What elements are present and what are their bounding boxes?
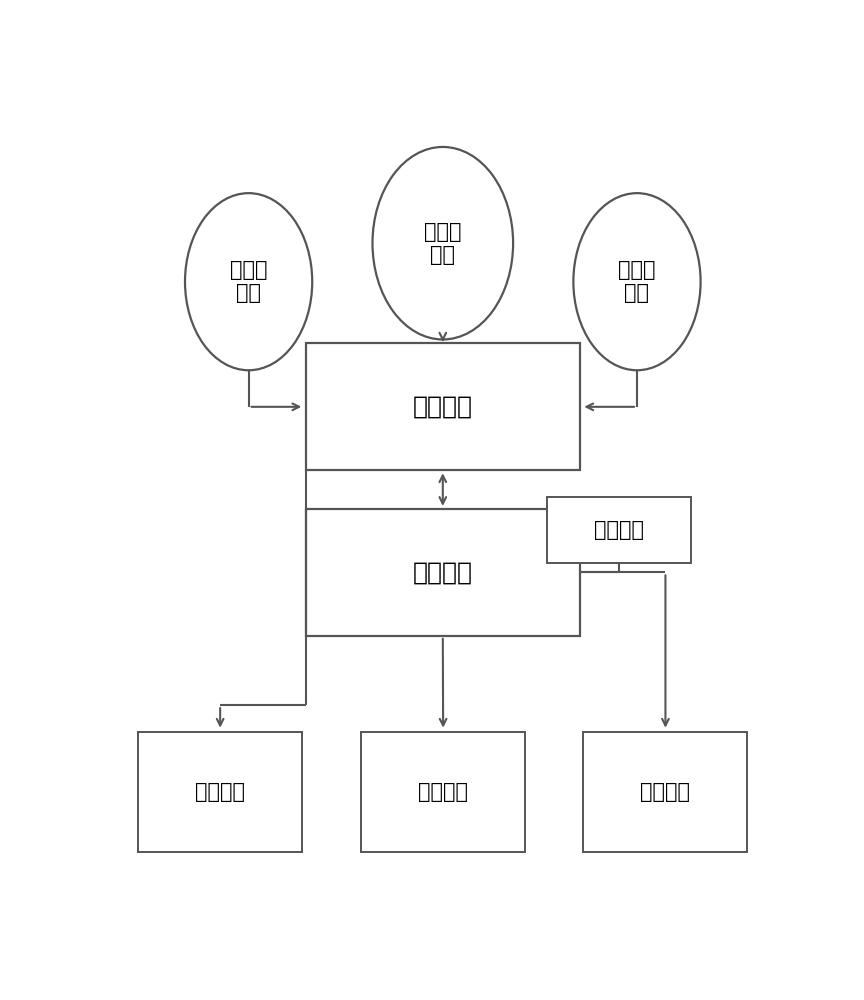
- FancyArrowPatch shape: [217, 708, 224, 726]
- Text: 传感器
节点: 传感器 节点: [230, 260, 267, 303]
- Ellipse shape: [574, 193, 701, 370]
- FancyBboxPatch shape: [138, 732, 302, 852]
- Text: 存储中心: 存储中心: [195, 782, 245, 802]
- Text: 服务平台: 服务平台: [594, 520, 644, 540]
- Text: 存储中心: 存储中心: [640, 782, 690, 802]
- Text: 汇聚节点: 汇聚节点: [413, 395, 473, 419]
- FancyBboxPatch shape: [361, 732, 525, 852]
- FancyArrowPatch shape: [251, 403, 299, 410]
- FancyArrowPatch shape: [587, 403, 634, 410]
- FancyBboxPatch shape: [583, 732, 747, 852]
- FancyBboxPatch shape: [547, 497, 690, 563]
- FancyArrowPatch shape: [440, 639, 447, 726]
- FancyArrowPatch shape: [440, 333, 446, 340]
- Text: 传感器
节点: 传感器 节点: [619, 260, 656, 303]
- FancyBboxPatch shape: [306, 343, 580, 470]
- Ellipse shape: [372, 147, 513, 339]
- FancyBboxPatch shape: [306, 509, 580, 636]
- Text: 控制中心: 控制中心: [413, 560, 473, 584]
- Text: 传感器
节点: 传感器 节点: [424, 222, 461, 265]
- FancyArrowPatch shape: [440, 475, 446, 504]
- FancyArrowPatch shape: [662, 575, 669, 726]
- Ellipse shape: [185, 193, 312, 370]
- Text: 存储中心: 存储中心: [418, 782, 468, 802]
